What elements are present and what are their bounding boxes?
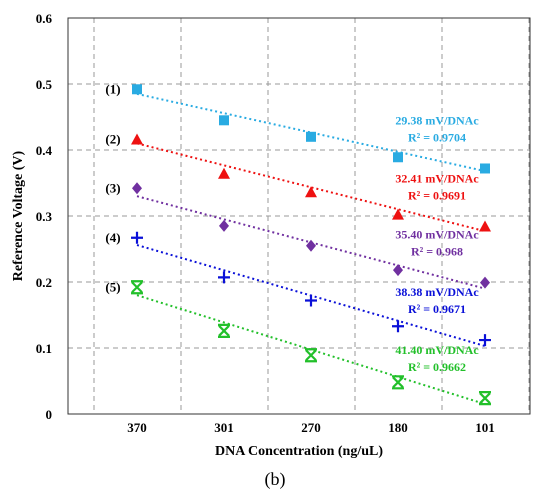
series-id-label: (2) bbox=[105, 131, 120, 146]
diamond-marker bbox=[393, 264, 403, 277]
triangle-marker bbox=[479, 220, 491, 232]
diamond-marker bbox=[480, 276, 490, 289]
slope-annotation: 32.41 mV/DNAc bbox=[395, 172, 479, 186]
square-marker bbox=[306, 131, 316, 142]
r2-annotation: R² = 0.9662 bbox=[408, 360, 466, 374]
x-tick-label: 270 bbox=[301, 420, 321, 435]
slope-annotation: 29.38 mV/DNAc bbox=[395, 113, 479, 127]
y-tick-label: 0.3 bbox=[36, 209, 53, 224]
x-axis-title: DNA Concentration (ng/uL) bbox=[215, 444, 383, 459]
x-tick-label: 180 bbox=[388, 420, 408, 435]
diamond-marker bbox=[219, 219, 229, 232]
x-marker bbox=[392, 375, 404, 390]
y-tick-label: 0.4 bbox=[36, 143, 53, 158]
r2-annotation: R² = 0.9671 bbox=[408, 302, 466, 316]
slope-annotation: 41.40 mV/DNAc bbox=[395, 343, 479, 357]
x-marker bbox=[218, 323, 230, 338]
square-marker bbox=[480, 163, 490, 174]
slope-annotation: 35.40 mV/DNAc bbox=[395, 228, 479, 242]
series-id-label: (5) bbox=[105, 279, 120, 294]
series-id-label: (1) bbox=[105, 81, 120, 96]
series-labels: (1) 29.38 mV/DNAc R² = 0.9704 (2) 32.41 mV/D… bbox=[105, 81, 479, 374]
r2-annotation: R² = 0.9704 bbox=[408, 130, 466, 144]
plus-marker bbox=[392, 320, 404, 333]
axis-ticks: 0 0.1 0.2 0.3 0.4 0.5 0.6 370 301 270 180 101 bbox=[36, 11, 495, 435]
square-marker bbox=[393, 152, 403, 163]
x-tick-label: 101 bbox=[475, 420, 495, 435]
y-tick-label: 0.2 bbox=[36, 275, 52, 290]
x-tick-label: 301 bbox=[214, 420, 234, 435]
plot-frame bbox=[67, 17, 531, 415]
plus-marker bbox=[479, 334, 491, 347]
grid bbox=[68, 18, 530, 414]
x-marker bbox=[305, 348, 317, 363]
triangle-marker bbox=[218, 167, 230, 179]
diamond-marker bbox=[132, 182, 142, 195]
series-id-label: (3) bbox=[105, 180, 120, 195]
plus-marker bbox=[218, 271, 230, 284]
r2-annotation: R² = 0.9691 bbox=[408, 189, 466, 203]
triangle-marker bbox=[392, 208, 404, 220]
diamond-marker bbox=[306, 239, 316, 252]
square-marker bbox=[219, 115, 229, 126]
x-tick-label: 370 bbox=[127, 420, 147, 435]
y-tick-label: 0.6 bbox=[36, 11, 53, 26]
figure-caption: (b) bbox=[265, 469, 286, 490]
plus-marker bbox=[305, 294, 317, 307]
y-axis-title: Reference Voltage (V) bbox=[11, 150, 26, 281]
trend-line bbox=[136, 294, 486, 406]
series-id-label: (4) bbox=[105, 230, 120, 245]
square-marker bbox=[132, 84, 142, 95]
y-tick-label: 0.1 bbox=[36, 341, 52, 356]
triangle-marker bbox=[131, 133, 143, 145]
x-marker bbox=[479, 391, 491, 406]
data-markers bbox=[131, 84, 491, 406]
r2-annotation: R² = 0.968 bbox=[411, 245, 463, 259]
slope-annotation: 38.38 mV/DNAc bbox=[395, 285, 479, 299]
y-tick-label: 0.5 bbox=[36, 77, 53, 92]
plus-marker bbox=[131, 231, 143, 244]
y-tick-label: 0 bbox=[46, 407, 53, 422]
triangle-marker bbox=[305, 186, 317, 198]
x-marker bbox=[131, 280, 143, 295]
